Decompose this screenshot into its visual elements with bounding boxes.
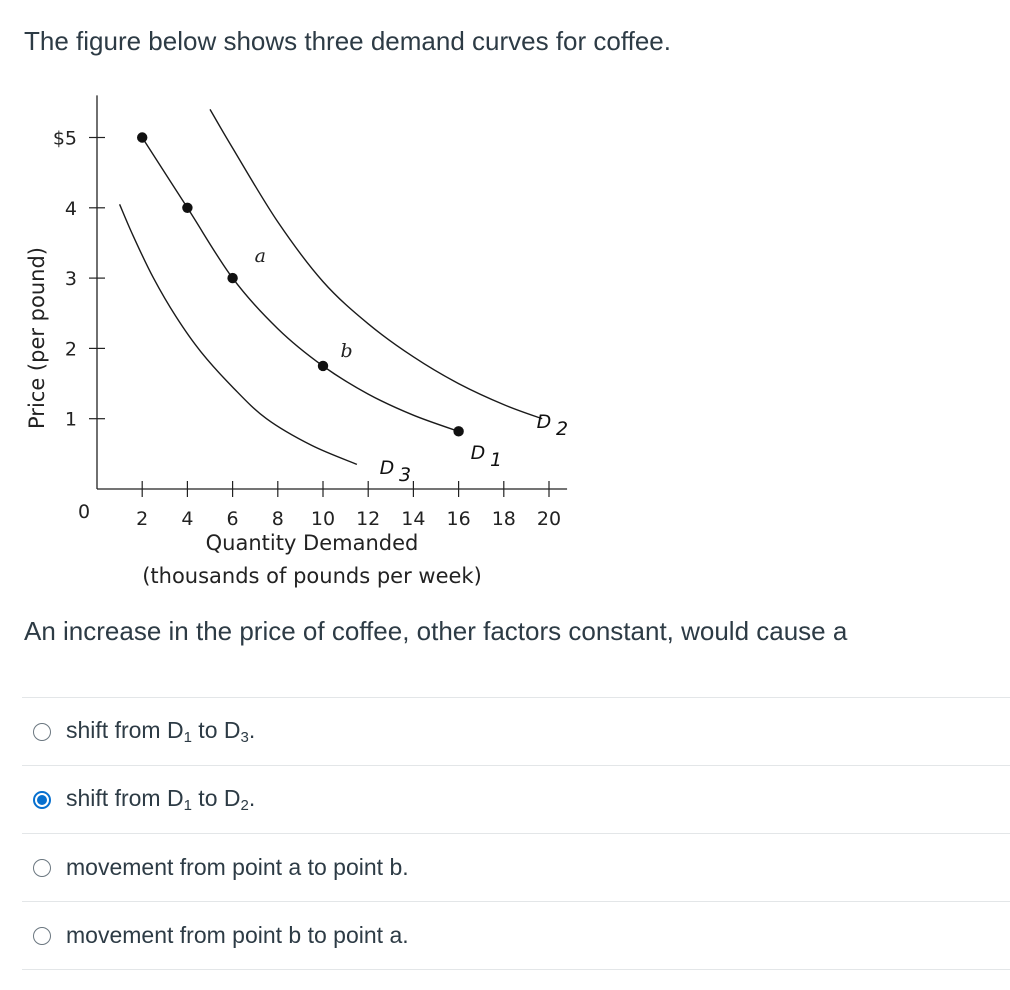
curve-label-d2: D (537, 411, 552, 433)
x-tick-label: 16 (447, 508, 471, 530)
y-tick-label: 2 (65, 338, 77, 360)
x-tick-label: 20 (537, 508, 561, 530)
demand-curve-d2 (209, 109, 543, 420)
answer-option-2[interactable]: shift from D1 to D2. (22, 765, 1010, 833)
demand-curves-figure: 1 2 3 4 $5 2 4 6 8 10 12 14 16 18 20 0 Quantity Demanded… (0, 80, 600, 600)
x-tick-label: 10 (311, 508, 335, 530)
curve-label-d1: D (471, 442, 486, 464)
answer-option-label: movement from point b to point a. (66, 922, 409, 948)
radio-button[interactable] (33, 858, 51, 877)
x-tick-label: 18 (492, 508, 516, 530)
point-label-b: b (341, 340, 353, 362)
x-tick-label: 6 (227, 508, 239, 530)
answer-option-1[interactable]: shift from D1 to D3. (22, 697, 1010, 765)
y-tick-label: $5 (53, 128, 77, 150)
answer-option-label: shift from D1 to D2. (66, 785, 256, 814)
curve-label-subscript: 1 (490, 449, 502, 471)
answer-options: shift from D1 to D3. shift from D1 to D2… (22, 697, 1010, 970)
x-tick-label: 12 (356, 508, 380, 530)
answer-option-4[interactable]: movement from point b to point a. (22, 901, 1010, 970)
curve-label-d3: D (380, 457, 395, 479)
data-point (182, 202, 193, 213)
data-point (227, 272, 238, 284)
x-tick-label: 14 (401, 508, 425, 530)
data-point (137, 132, 148, 143)
answer-option-label: shift from D1 to D3. (66, 717, 256, 746)
y-tick-label: 3 (65, 268, 77, 290)
point-label-a: a (255, 245, 266, 267)
x-axis-subtitle: (thousands of pounds per week) (142, 564, 482, 588)
origin-label: 0 (78, 501, 90, 523)
data-point (453, 426, 464, 437)
demand-curve-d1 (141, 137, 459, 433)
curve-label-subscript: 2 (556, 418, 568, 440)
x-tick-label: 8 (272, 508, 284, 530)
data-point (317, 360, 329, 372)
question-intro: The figure below shows three demand curv… (24, 26, 671, 56)
answer-option-label: movement from point a to point b. (66, 854, 409, 880)
radio-button[interactable] (33, 926, 51, 945)
demand-curve-d3 (118, 204, 358, 466)
answer-option-3[interactable]: movement from point a to point b. (22, 833, 1010, 901)
x-axis-title: Quantity Demanded (206, 531, 419, 555)
question-prompt: An increase in the price of coffee, othe… (24, 616, 848, 646)
y-tick-label: 4 (65, 198, 77, 220)
x-tick-label: 4 (181, 508, 193, 530)
radio-button[interactable] (33, 722, 51, 741)
y-tick-label: 1 (65, 409, 77, 431)
x-tick-label: 2 (136, 508, 148, 530)
y-axis-title: Price (per pound) (25, 247, 49, 429)
radio-button[interactable] (33, 790, 51, 809)
curve-label-subscript: 3 (399, 464, 411, 486)
